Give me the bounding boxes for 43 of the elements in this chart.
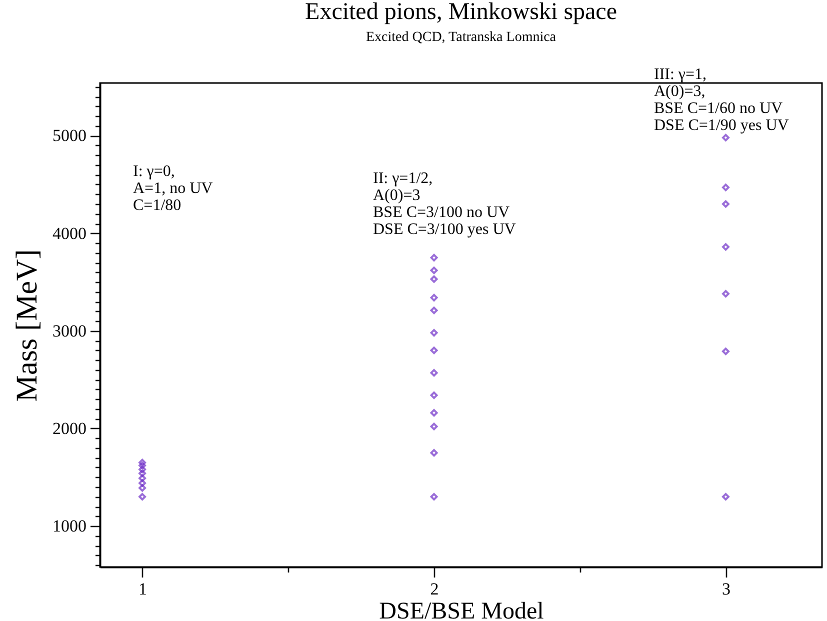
point: [430, 422, 438, 430]
y-tick-label: 4000: [52, 224, 86, 243]
annotation: II: γ=1/2, A(0)=3 BSE C=3/100 no UV DSE C=3/100 yes UV: [373, 170, 516, 238]
y-tick-label: 1000: [52, 516, 86, 536]
point: [430, 329, 438, 337]
point: [138, 470, 146, 478]
y-tick-label: 3000: [52, 321, 86, 340]
point: [138, 484, 146, 492]
point: [430, 266, 438, 274]
point: [430, 306, 438, 314]
point: [430, 275, 438, 283]
point: [722, 243, 730, 251]
y-axis-title: Mass [MeV]: [10, 249, 44, 402]
x-tick-label: 3: [722, 580, 730, 598]
y-tick-label: 5000: [52, 126, 86, 146]
point: [722, 184, 730, 192]
x-axis-title: DSE/BSE Model: [379, 598, 544, 621]
chart-subtitle: Excited QCD, Tatranska Lomnica: [366, 30, 557, 45]
point: [722, 493, 730, 500]
point: [722, 134, 730, 142]
point: [138, 458, 146, 466]
annotation: III: γ=1, A(0)=3, BSE C=1/60 no UV DSE C=1/90 yes UV: [654, 66, 790, 134]
point: [430, 493, 438, 500]
chart-title: Excited pions, Minkowski space: [305, 0, 617, 25]
point: [430, 409, 438, 417]
point: [138, 462, 146, 470]
point: [722, 290, 730, 298]
x-tick-label: 2: [430, 580, 439, 598]
point: [430, 294, 438, 302]
x-tick-label: 1: [138, 580, 148, 598]
point: [430, 392, 438, 399]
point: [430, 346, 438, 354]
point: [722, 200, 730, 208]
point: [138, 493, 146, 500]
point: [138, 474, 146, 482]
point: [722, 348, 730, 356]
point: [138, 479, 146, 487]
point: [138, 466, 146, 474]
annotation: I: γ=0, A=1, no UV C=1/80: [133, 163, 214, 214]
point: [430, 369, 438, 377]
point: [430, 254, 438, 262]
point: [430, 449, 438, 457]
y-tick-label: 2000: [52, 418, 86, 438]
